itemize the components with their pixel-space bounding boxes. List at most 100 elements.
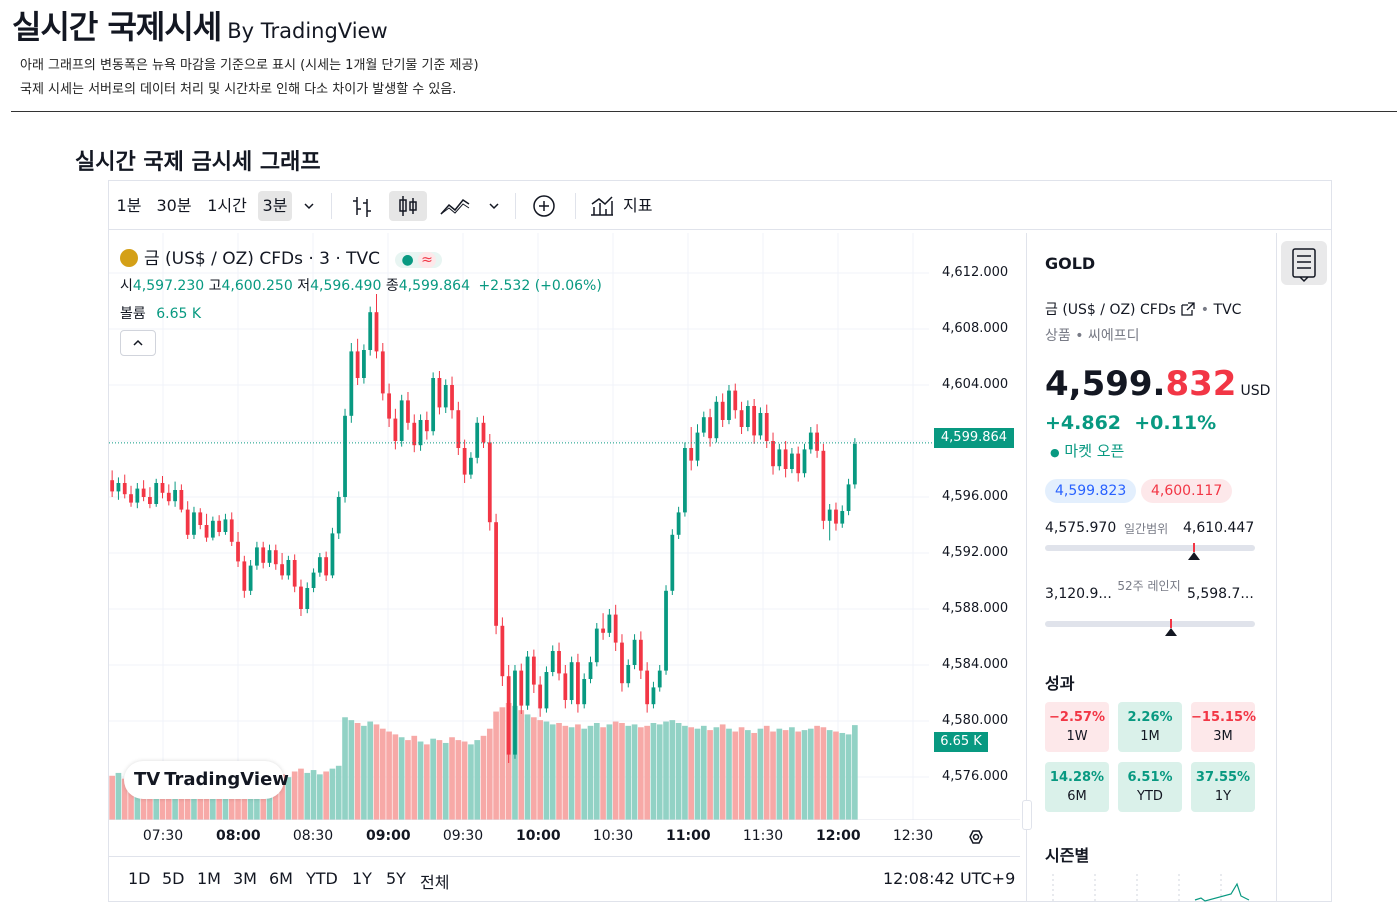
volume-bar [795,731,802,820]
volume-bar [436,740,443,820]
candle [229,512,234,546]
volume-bar [814,725,820,820]
performance-tile-1w[interactable]: −2.57% 1W [1045,702,1109,752]
candle [210,516,215,541]
interval-30m-button[interactable]: 30분 [156,196,192,215]
candle [815,424,819,458]
candle-body [343,415,347,497]
performance-tile-1y[interactable]: 37.55% 1Y [1191,762,1255,812]
range-ytd-button[interactable]: YTD [306,869,338,888]
range-5y-button[interactable]: 5Y [386,869,406,888]
interval-1m-button[interactable]: 1분 [116,196,142,215]
candle-body [758,413,763,436]
seasonal-mini-chart[interactable] [1045,870,1255,902]
watchlist-button[interactable] [1281,241,1327,285]
candle [576,653,580,713]
volume-bar [770,731,776,820]
chart-settings-button[interactable] [964,825,988,853]
page-title-text: 실시간 국제시세 [12,8,222,46]
performance-tile-3m[interactable]: −15.15% 3M [1191,702,1257,752]
volume-bar [782,730,789,820]
candle [437,371,442,415]
notice-line-1: 아래 그래프의 변동폭은 뉴욕 마감을 기준으로 표시 (시세는 1개월 단기물… [20,58,479,73]
performance-tile-1m[interactable]: 2.26% 1M [1118,702,1182,752]
volume-bar [480,735,487,820]
candle [399,394,404,447]
candle-body [645,670,650,705]
volume-bar [732,731,739,820]
range-1m-button[interactable]: 1M [197,869,221,888]
interval-menu-button[interactable] [299,191,319,221]
candle [752,399,757,444]
range-5d-button[interactable]: 5D [162,869,185,888]
candle-body [764,413,769,441]
candle [645,662,650,713]
symbol-details-panel [1026,233,1333,902]
volume-bar [719,724,726,820]
price-chart[interactable] [109,233,1020,820]
candle [236,532,240,567]
area-style-button[interactable] [435,191,475,221]
candle-style-button[interactable] [389,191,427,221]
candle-body [462,448,467,475]
performance-tile-ytd[interactable]: 6.51% YTD [1118,762,1182,812]
tradingview-watermark[interactable]: 𝗧𝗩 TradingView [124,761,289,799]
candle-body [129,494,133,503]
clock-timezone[interactable]: 12:08:42 UTC+9 [883,869,1016,888]
range-3m-button[interactable]: 3M [233,869,257,888]
panel-toggle-handle[interactable] [1022,800,1032,830]
currency-label: USD [1240,383,1271,399]
candle-body [475,422,480,458]
ticker-symbol[interactable]: GOLD [1045,254,1096,273]
range-all-button[interactable]: 전체 [420,873,450,892]
indicators-button[interactable]: 지표 [587,191,663,221]
notes-icon [1292,248,1316,283]
toolbar-divider [331,193,332,219]
volume-bar [524,714,531,820]
candle-body [387,393,391,419]
volume-bar [342,717,348,820]
candle [330,527,335,579]
bar-style-button[interactable] [345,191,379,221]
ask-price-pill: 4,600.117 [1141,479,1233,503]
candle [393,408,398,450]
style-menu-button[interactable] [485,191,503,221]
notice-line-2: 국제 시세는 서버로의 데이터 처리 및 시간차로 인해 다소 차이가 발생할 … [20,82,457,97]
candle [796,446,801,482]
candle-body [122,483,127,495]
candle [771,432,775,475]
range-1y-button[interactable]: 1Y [352,869,372,888]
candle [720,393,725,427]
interval-3m-button[interactable]: 3분 [258,191,292,221]
volume-bar [128,777,134,820]
candle [412,414,417,453]
volume-bar [210,780,216,820]
time-tick-label: 09:30 [442,828,484,844]
panel-divider [1276,233,1277,902]
time-tick-label: 12:00 [816,828,861,844]
candle [846,478,851,516]
market-open-badge[interactable]: ● ≈ [395,252,442,268]
performance-tile-6m[interactable]: 14.28% 6M [1045,762,1109,812]
candle-body [160,483,165,493]
symbol-description: 금 (US$ / OZ) CFDs • TVC [1045,302,1242,318]
candle [135,483,140,509]
symbol-type: 상품 • 씨에프디 [1045,328,1140,344]
candle [513,665,517,759]
candle-body [204,525,209,538]
compare-button[interactable] [527,191,561,221]
range-1d-button[interactable]: 1D [128,869,151,888]
collapse-legend-button[interactable] [120,330,156,356]
volume-bar [411,735,418,820]
interval-1h-button[interactable]: 1시간 [207,196,247,215]
candle-body [594,628,599,663]
candle-body [406,400,410,423]
candle-body [714,401,719,439]
external-link-icon[interactable] [1180,302,1196,316]
candle-body [752,406,757,436]
performance-value: −15.15% [1191,710,1257,725]
volume-bar [121,778,128,820]
range-6m-button[interactable]: 6M [269,869,293,888]
volume-bar [304,772,311,820]
symbol-legend: 금 (US$ / OZ) CFDs · 3 · TVC ● ≈ [120,244,442,269]
